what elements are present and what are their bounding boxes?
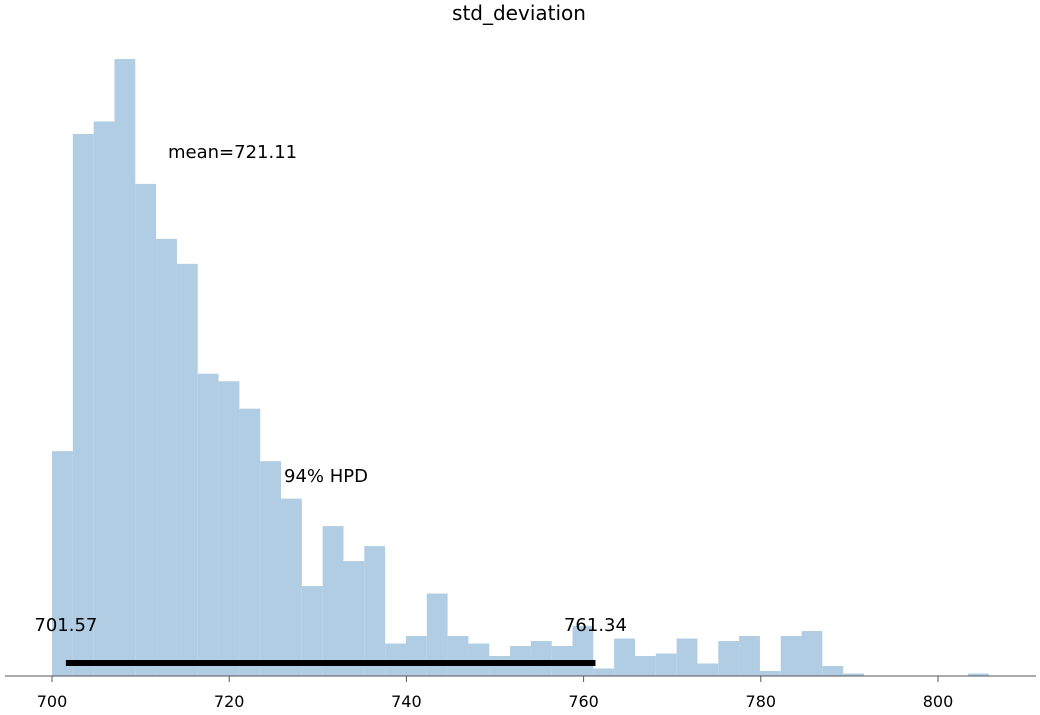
histogram-bar — [968, 673, 989, 676]
histogram-bar — [343, 561, 365, 676]
histogram-bar — [405, 636, 427, 676]
x-tick-label: 800 — [923, 692, 954, 711]
histogram-bar — [759, 671, 781, 676]
histogram-bar — [468, 643, 490, 676]
histogram-bar — [655, 653, 677, 676]
x-tick-label: 720 — [214, 692, 245, 711]
histogram-bar — [634, 656, 656, 676]
histogram-bar — [135, 183, 157, 676]
histogram-bar — [114, 59, 136, 676]
histogram-bar — [322, 526, 344, 676]
histogram-bar — [739, 636, 760, 676]
histogram-bar — [489, 656, 511, 676]
histogram-bar — [614, 638, 635, 676]
histogram-bar — [156, 238, 177, 676]
x-tick-label: 780 — [746, 692, 777, 711]
histogram-bar — [780, 636, 802, 676]
histogram-bar — [426, 593, 448, 676]
x-axis-ticks: 700 720 740 760 780 800 — [37, 676, 954, 711]
histogram-bar — [301, 586, 323, 676]
mean-annotation: mean=721.11 — [168, 142, 297, 163]
histogram-bar — [176, 263, 198, 676]
histogram-bars — [52, 59, 989, 676]
histogram-bar — [197, 373, 219, 676]
histogram-bar — [281, 498, 302, 676]
histogram-bar — [385, 643, 406, 676]
histogram-bar — [260, 461, 282, 676]
histogram-bar — [52, 451, 73, 676]
histogram-bar — [697, 663, 719, 676]
histogram-bar — [676, 638, 698, 676]
histogram-bar — [843, 673, 865, 676]
x-tick-label: 740 — [391, 692, 422, 711]
histogram-bar — [530, 641, 552, 676]
histogram-bar — [593, 668, 615, 676]
hpd-annotation: 94% HPD — [284, 466, 368, 487]
histogram-bar — [822, 666, 844, 676]
histogram-bar — [718, 641, 740, 676]
chart-title: std_deviation — [452, 1, 586, 25]
x-tick-label: 760 — [568, 692, 599, 711]
x-tick-label: 700 — [37, 692, 68, 711]
histogram-bar — [72, 133, 94, 676]
histogram-bar — [239, 408, 261, 676]
hpd-low-label: 701.57 — [34, 615, 97, 636]
histogram-bar — [364, 546, 386, 676]
histogram-bar — [801, 631, 823, 676]
histogram-bar — [447, 636, 469, 676]
histogram-bar — [93, 121, 115, 676]
histogram-bar — [218, 381, 240, 676]
hpd-high-label: 761.34 — [564, 615, 627, 636]
